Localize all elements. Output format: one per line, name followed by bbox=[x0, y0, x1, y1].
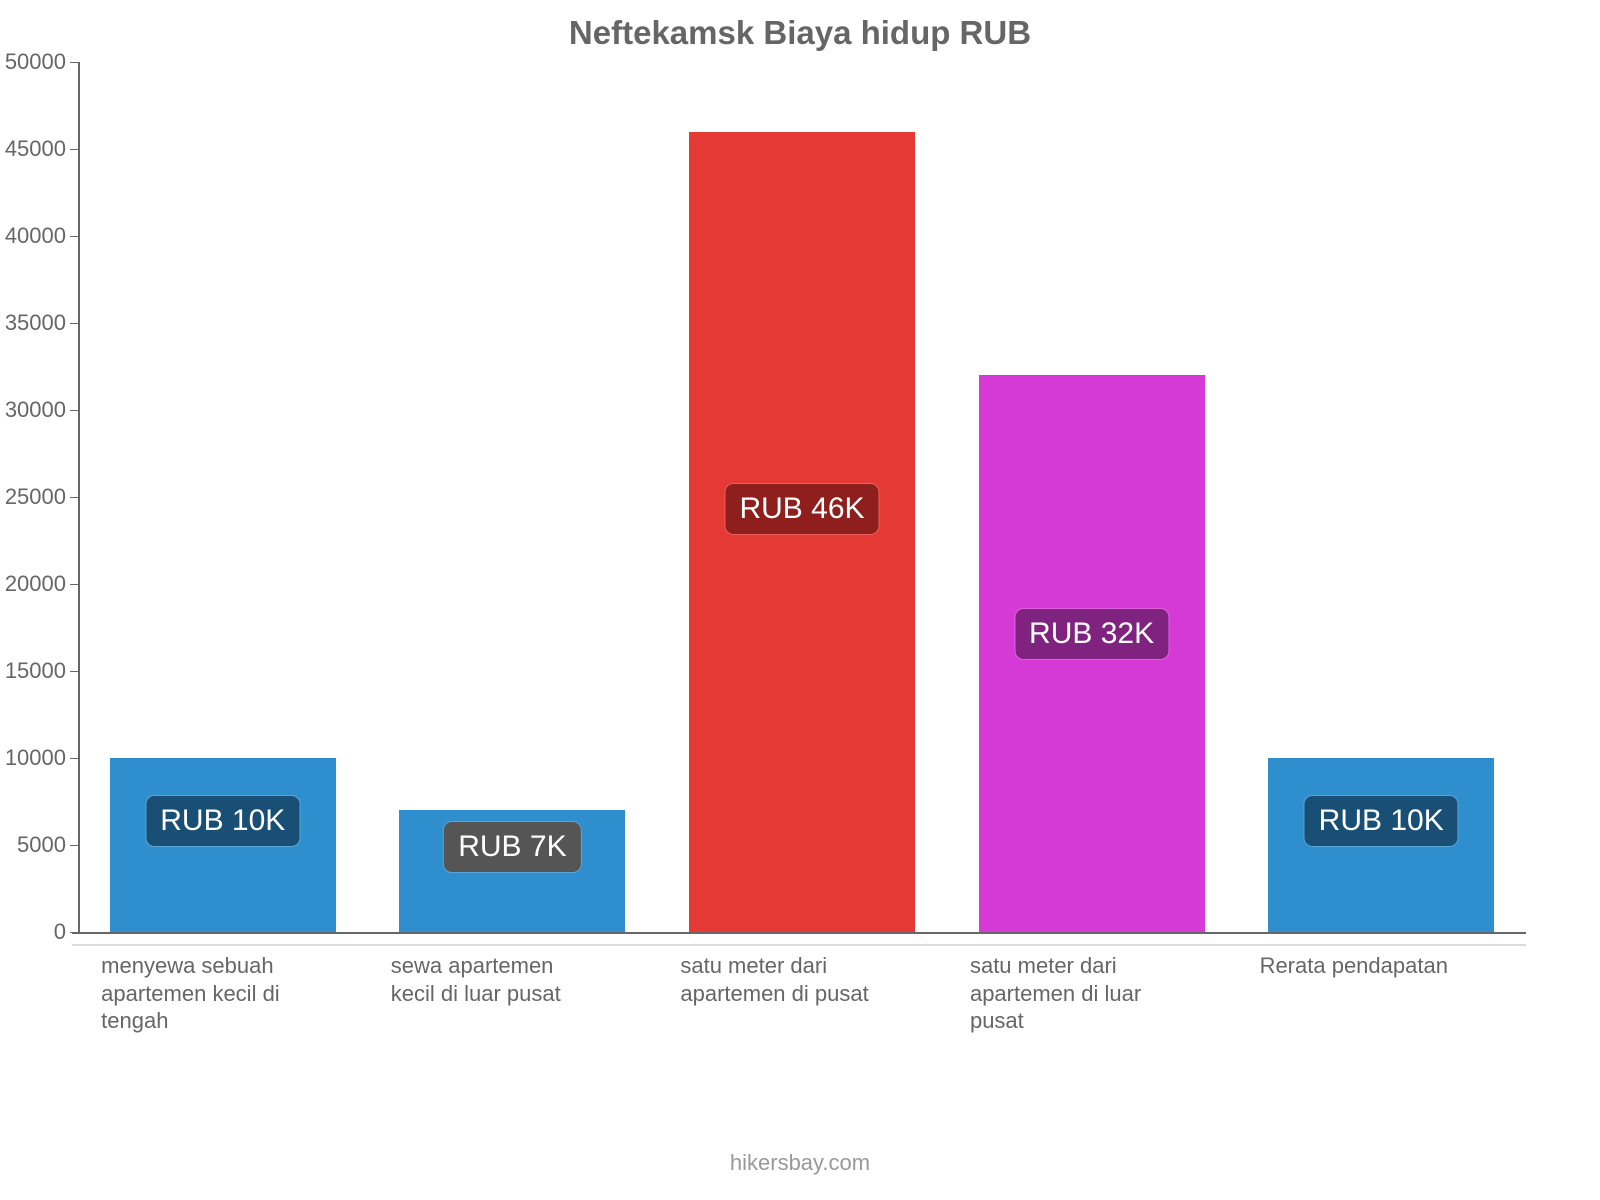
x-category-label: Rerata pendapatan bbox=[1260, 952, 1469, 980]
y-tick-label: 30000 bbox=[5, 397, 78, 423]
x-category-label: sewa apartemen kecil di luar pusat bbox=[391, 952, 600, 1007]
bar-value-badge: RUB 10K bbox=[1305, 796, 1458, 846]
y-tick-label: 25000 bbox=[5, 484, 78, 510]
chart-footer: hikersbay.com bbox=[0, 1150, 1600, 1176]
y-tick-label: 45000 bbox=[5, 136, 78, 162]
y-tick-label: 40000 bbox=[5, 223, 78, 249]
bar: RUB 10K bbox=[110, 758, 336, 932]
bar-value-badge: RUB 32K bbox=[1015, 609, 1168, 659]
y-tick-label: 15000 bbox=[5, 658, 78, 684]
x-category-label: satu meter dari apartemen di luar pusat bbox=[970, 952, 1179, 1035]
bar: RUB 10K bbox=[1268, 758, 1494, 932]
plot-area: 0500010000150002000025000300003500040000… bbox=[78, 62, 1526, 932]
bar: RUB 7K bbox=[399, 810, 625, 932]
bar: RUB 32K bbox=[979, 375, 1205, 932]
y-tick-label: 5000 bbox=[17, 832, 78, 858]
y-axis-line bbox=[78, 62, 80, 932]
y-tick-label: 20000 bbox=[5, 571, 78, 597]
y-tick-label: 10000 bbox=[5, 745, 78, 771]
bar-value-badge: RUB 10K bbox=[146, 796, 299, 846]
bar-value-badge: RUB 7K bbox=[444, 822, 580, 872]
chart-container: Neftekamsk Biaya hidup RUB 0500010000150… bbox=[0, 0, 1600, 1200]
bar-value-badge: RUB 46K bbox=[725, 484, 878, 534]
y-tick-label: 50000 bbox=[5, 49, 78, 75]
x-category-label: satu meter dari apartemen di pusat bbox=[680, 952, 889, 1007]
x-category-label: menyewa sebuah apartemen kecil di tengah bbox=[101, 952, 310, 1035]
bar: RUB 46K bbox=[689, 132, 915, 932]
x-axis-line bbox=[72, 932, 1526, 934]
y-tick-label: 0 bbox=[54, 919, 78, 945]
y-tick-label: 35000 bbox=[5, 310, 78, 336]
x-axis-shadow bbox=[72, 944, 1526, 946]
chart-title: Neftekamsk Biaya hidup RUB bbox=[0, 14, 1600, 52]
